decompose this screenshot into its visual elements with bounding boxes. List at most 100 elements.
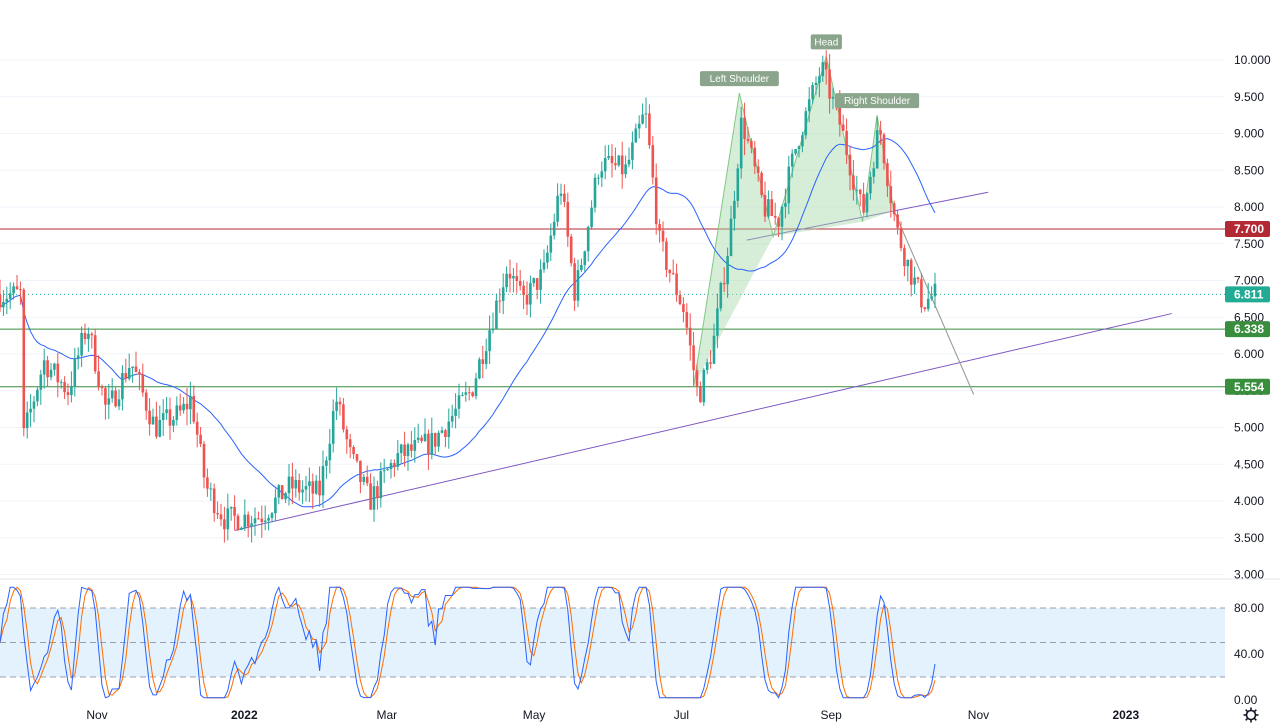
candle-body: [624, 164, 627, 175]
candle-body: [763, 194, 767, 217]
time-tick-label: Nov: [968, 708, 989, 722]
candle-body: [209, 488, 213, 490]
time-tick-label: 2023: [1112, 708, 1139, 722]
candle-body: [559, 193, 563, 196]
candle-body: [427, 433, 430, 455]
candle-body: [8, 293, 12, 299]
candle-body: [675, 273, 678, 296]
candle-body: [70, 386, 73, 396]
candle-body: [165, 409, 168, 414]
candle-body: [923, 307, 927, 309]
candle-body: [250, 523, 253, 527]
candle-body: [603, 157, 607, 172]
candle-body: [858, 189, 862, 195]
candle-body: [100, 386, 104, 389]
time-axis[interactable]: Nov 2022 Mar May Jul Sep Nov 2023: [86, 708, 1139, 722]
head-and-shoulders-pattern: [693, 56, 975, 395]
candle-body: [597, 177, 600, 179]
candle-body: [709, 362, 712, 364]
candle-body: [607, 156, 610, 158]
candle-body: [161, 413, 165, 420]
candle-body: [141, 374, 145, 393]
time-tick-label: Mar: [376, 708, 397, 722]
candle-body: [773, 215, 777, 218]
pattern-label-box: [810, 34, 842, 50]
price-tag: [1225, 286, 1270, 303]
candle-body: [0, 294, 2, 308]
candle-body: [199, 434, 202, 444]
candle-body: [736, 168, 740, 201]
candle-body: [461, 394, 464, 396]
candle-body: [845, 130, 848, 155]
price-tags: 7.700 6.811 6.338 5.554: [1225, 221, 1270, 395]
candle-body: [614, 163, 617, 166]
candle-body: [335, 401, 338, 411]
candle-body: [620, 155, 624, 175]
oscillator-k-line: [0, 585, 936, 699]
candle-body: [569, 236, 573, 264]
candle-body: [875, 130, 879, 169]
candle-body: [158, 419, 162, 437]
candle-body: [750, 140, 753, 148]
candle-body: [787, 166, 791, 204]
candle-body: [702, 369, 706, 403]
candle-body: [933, 283, 937, 297]
candle-body: [352, 447, 355, 455]
candle-body: [433, 433, 437, 447]
candle-body: [484, 351, 488, 364]
candle-body: [678, 295, 682, 305]
price-grid: [0, 59, 1225, 575]
price-tag-label: 5.554: [1234, 380, 1264, 394]
candle-body: [362, 476, 366, 482]
candle-body: [515, 276, 519, 282]
candle-body: [110, 390, 114, 399]
candle-body: [246, 514, 250, 527]
candle-body: [926, 298, 930, 309]
time-tick-label: 2022: [231, 708, 258, 722]
candle-body: [770, 199, 774, 216]
candle-body: [345, 429, 349, 440]
candle-body: [889, 186, 893, 204]
candle-body: [212, 488, 216, 514]
candle-body: [593, 177, 597, 208]
candle-body: [406, 444, 410, 456]
price-tag-label: 6.338: [1234, 322, 1264, 336]
price-axis[interactable]: 10.000 9.500 9.000 8.500 8.000 7.500 7.000 6.50…: [1234, 53, 1271, 582]
pattern-projection: [893, 210, 975, 395]
candle-body: [903, 248, 906, 267]
oscillator-axis[interactable]: 80.00 40.00 0.00: [1234, 601, 1264, 707]
candle-body: [277, 485, 281, 498]
trendline: [234, 313, 1172, 531]
candle-body: [886, 163, 889, 187]
pattern-labels: Left Shoulder Head Right Shoulder: [699, 34, 920, 109]
candle-body: [916, 277, 920, 280]
candle-body: [233, 506, 236, 516]
candle-body: [49, 369, 53, 378]
candle-body: [192, 395, 196, 422]
candle-body: [899, 227, 903, 249]
candle-body: [811, 85, 814, 100]
candle-body: [719, 282, 723, 309]
candle-body: [756, 166, 760, 173]
candle-body: [195, 421, 199, 435]
candle-body: [518, 281, 522, 286]
candle-body: [12, 286, 15, 294]
candle-body: [739, 117, 743, 169]
candle-body: [219, 514, 223, 520]
oscillator-tick-label: 40.00: [1234, 647, 1264, 661]
candle-body: [314, 480, 318, 494]
candle-body: [382, 470, 386, 472]
candle-body: [784, 203, 787, 207]
candle-body: [637, 123, 641, 129]
candle-body: [692, 345, 695, 371]
candle-body: [56, 363, 60, 383]
candle-body: [552, 221, 556, 236]
candle-body: [467, 392, 471, 394]
candle-body: [838, 102, 842, 125]
gear-icon[interactable]: [1243, 707, 1259, 723]
candle-body: [22, 289, 26, 429]
price-tag: [1225, 321, 1270, 338]
candle-body: [583, 251, 587, 265]
candle-body: [321, 465, 325, 496]
